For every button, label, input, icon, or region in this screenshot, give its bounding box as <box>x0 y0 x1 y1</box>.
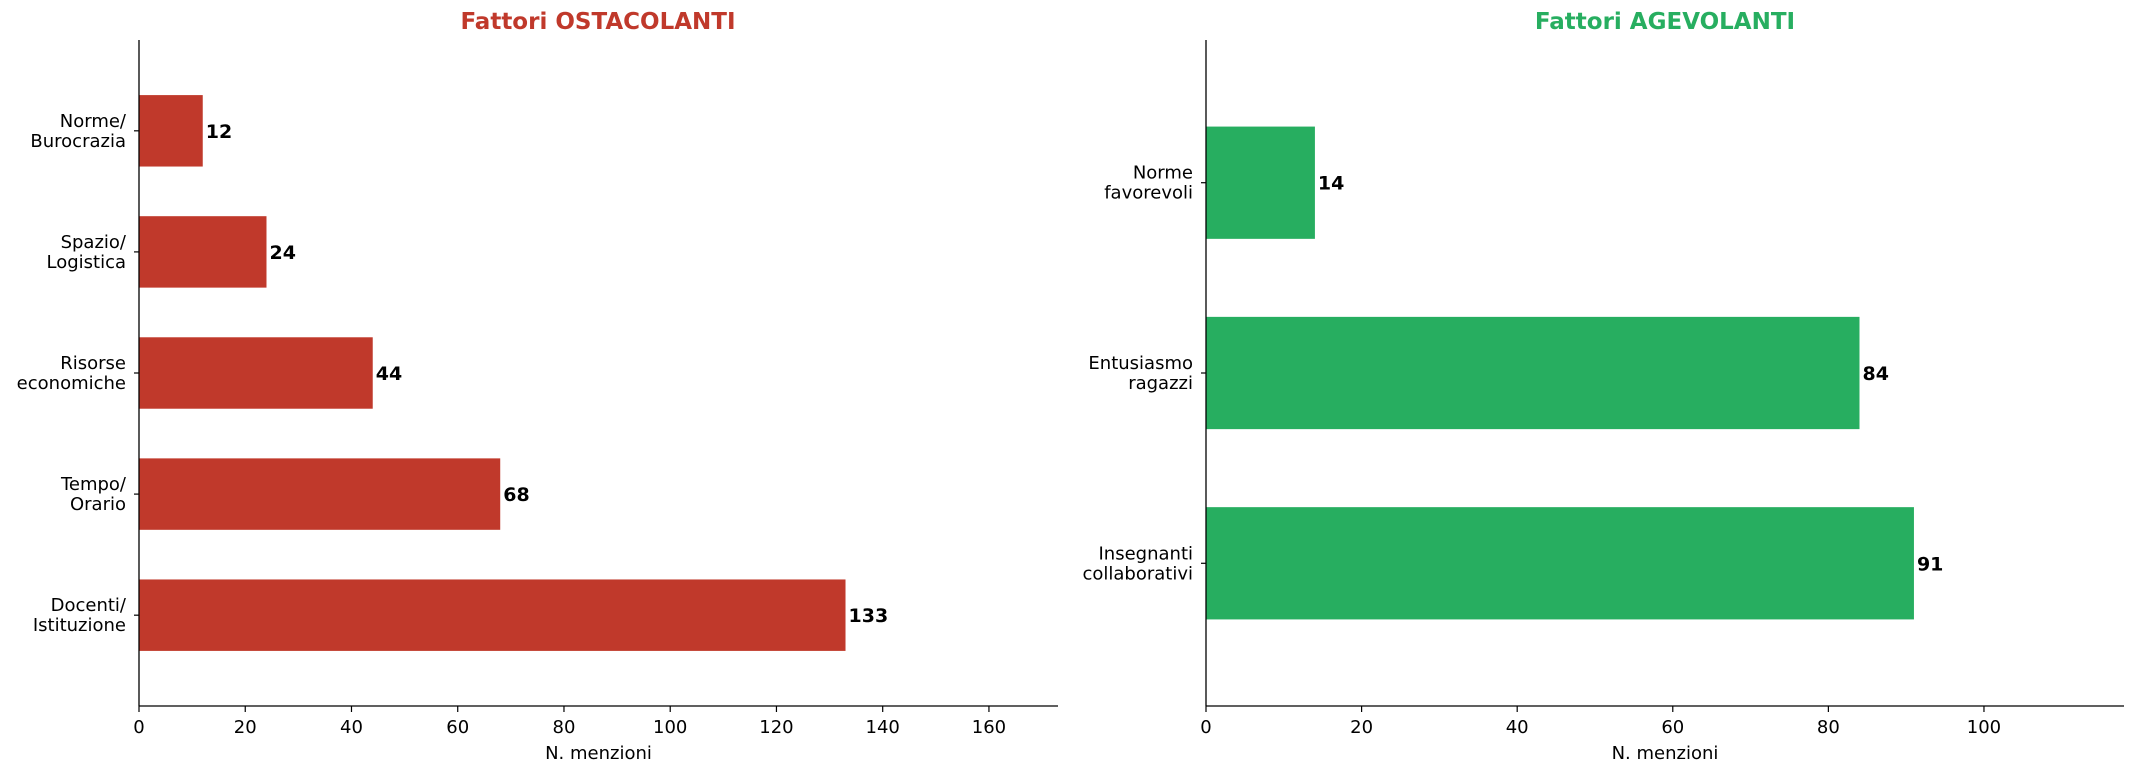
x-tick-label: 60 <box>446 717 469 738</box>
bar <box>139 216 267 288</box>
x-tick-label: 140 <box>866 717 900 738</box>
x-tick-label: 80 <box>1817 717 1840 738</box>
category-label: Tempo/Orario <box>60 474 127 515</box>
chart-agevolanti: Fattori AGEVOLANTI 91 Insegnanti collaborat… <box>1082 9 2124 762</box>
bar-value-label: 14 <box>1318 173 1344 195</box>
category-label-line: Insegnanti <box>1099 543 1194 564</box>
x-tick-label: 20 <box>1350 717 1373 738</box>
x-tick-label: 160 <box>972 717 1006 738</box>
x-tick-label: 100 <box>653 717 687 738</box>
category-label-line: Norme <box>1133 163 1193 184</box>
chart-title: Fattori AGEVOLANTI <box>1535 9 1795 35</box>
category-label: Risorse economiche <box>17 353 126 394</box>
category-label-line: Docenti/ <box>51 595 127 616</box>
x-axis-label: N. menzioni <box>545 743 652 762</box>
bar-value-label: 133 <box>849 605 889 627</box>
category-label-line: favorevoli <box>1104 183 1193 204</box>
chart-ostacolanti: Fattori OSTACOLANTI 133 Docenti/Istituzion… <box>17 9 1058 762</box>
category-label: Spazio/Logistica <box>46 232 126 273</box>
bar-value-label: 68 <box>503 484 529 506</box>
bar <box>139 95 203 167</box>
x-tick-label: 40 <box>1506 717 1529 738</box>
category-label-line: Tempo/ <box>60 474 127 495</box>
category-label: Entusiasmo ragazzi <box>1088 353 1193 394</box>
category-label: Norme/Burocrazia <box>30 111 127 152</box>
x-tick-label: 80 <box>553 717 576 738</box>
bar-value-label: 12 <box>206 121 232 143</box>
category-label-line: Spazio/ <box>61 232 127 253</box>
bar-value-label: 44 <box>376 363 402 385</box>
category-label-line: Entusiasmo <box>1088 353 1193 374</box>
bar <box>1206 316 1860 430</box>
category-label-line: Logistica <box>46 252 126 273</box>
bar-value-label: 24 <box>269 242 295 264</box>
x-tick-label: 60 <box>1661 717 1684 738</box>
category-label-line: ragazzi <box>1128 373 1193 394</box>
category-label-line: Istituzione <box>33 615 126 636</box>
bar <box>1206 507 1914 620</box>
chart-title: Fattori OSTACOLANTI <box>460 9 735 35</box>
x-tick-label: 20 <box>234 717 257 738</box>
category-label: Norme favorevoli <box>1104 163 1193 204</box>
category-label-line: Norme/ <box>60 111 127 132</box>
bar <box>139 458 501 530</box>
x-tick-label: 100 <box>1967 717 2001 738</box>
x-tick-label: 0 <box>1200 717 1211 738</box>
category-label: Insegnanti collaborativi <box>1082 543 1193 584</box>
bar <box>139 337 373 409</box>
bar <box>1206 126 1315 239</box>
category-label-line: Burocrazia <box>30 131 126 152</box>
category-label-line: Risorse <box>60 353 126 374</box>
x-tick-label: 0 <box>133 717 144 738</box>
x-tick-label: 120 <box>759 717 793 738</box>
bar-value-label: 91 <box>1917 553 1943 575</box>
bar <box>139 579 846 651</box>
category-label-line: economiche <box>17 373 126 394</box>
category-label: Docenti/Istituzione <box>33 595 127 636</box>
category-label-line: Orario <box>70 494 126 515</box>
bar-value-label: 84 <box>1862 363 1888 385</box>
category-label-line: collaborativi <box>1082 563 1193 584</box>
x-axis-label: N. menzioni <box>1612 743 1719 762</box>
x-tick-label: 40 <box>340 717 363 738</box>
